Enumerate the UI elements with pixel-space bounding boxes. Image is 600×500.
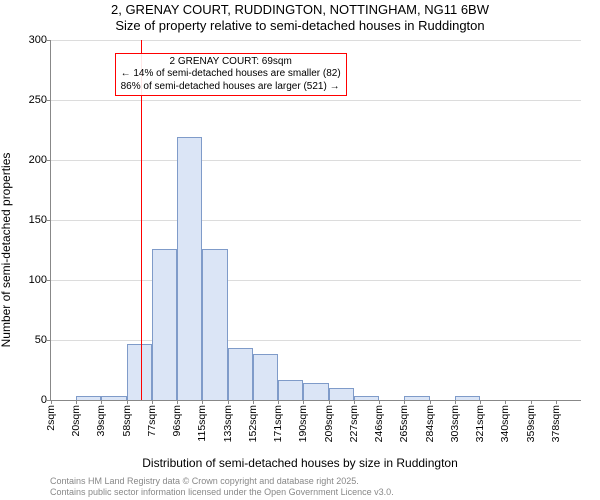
callout-line: 2 GRENAY COURT: 69sqm [121, 56, 341, 69]
xtick-mark [228, 400, 229, 404]
ytick-mark [47, 280, 51, 281]
ytick-mark [47, 340, 51, 341]
xtick-mark [379, 400, 380, 404]
xtick-label: 378sqm [550, 405, 562, 442]
xtick-mark [51, 400, 52, 404]
xtick-label: 171sqm [272, 405, 284, 442]
histogram-bar [455, 396, 480, 400]
footer-line1: Contains HM Land Registry data © Crown c… [50, 476, 359, 486]
xtick-mark [455, 400, 456, 404]
callout-box: 2 GRENAY COURT: 69sqm← 14% of semi-detac… [115, 53, 347, 97]
xtick-mark [354, 400, 355, 404]
gridline-h [51, 220, 581, 221]
histogram-bar [177, 137, 202, 400]
xtick-mark [101, 400, 102, 404]
xtick-label: 39sqm [95, 405, 107, 437]
xtick-mark [177, 400, 178, 404]
xtick-mark [303, 400, 304, 404]
histogram-bar [228, 348, 253, 400]
xtick-mark [556, 400, 557, 404]
plot-area: 0501001502002503002sqm20sqm39sqm58sqm77s… [50, 40, 581, 401]
ytick-label: 100 [21, 274, 47, 286]
xtick-label: 359sqm [525, 405, 537, 442]
xtick-mark [329, 400, 330, 404]
ytick-mark [47, 100, 51, 101]
xtick-label: 227sqm [348, 405, 360, 442]
xtick-label: 303sqm [449, 405, 461, 442]
xtick-mark [278, 400, 279, 404]
xtick-label: 152sqm [247, 405, 259, 442]
xtick-label: 340sqm [499, 405, 511, 442]
xtick-mark [531, 400, 532, 404]
histogram-bar [202, 249, 227, 400]
ytick-label: 150 [21, 214, 47, 226]
ytick-label: 250 [21, 94, 47, 106]
xtick-label: 133sqm [222, 405, 234, 442]
callout-line: ← 14% of semi-detached houses are smalle… [121, 68, 341, 81]
gridline-h [51, 160, 581, 161]
xtick-label: 96sqm [171, 405, 183, 437]
footer-line2: Contains public sector information licen… [50, 487, 394, 497]
xtick-mark [480, 400, 481, 404]
ytick-label: 200 [21, 154, 47, 166]
ytick-mark [47, 40, 51, 41]
xtick-mark [404, 400, 405, 404]
histogram-bar [101, 396, 126, 400]
histogram-bar [354, 396, 379, 400]
xtick-mark [202, 400, 203, 404]
chart-title-line1: 2, GRENAY COURT, RUDDINGTON, NOTTINGHAM,… [0, 2, 600, 17]
y-axis-label: Number of semi-detached properties [0, 153, 13, 348]
histogram-bar [127, 344, 152, 400]
histogram-bar [253, 354, 278, 400]
histogram-bar [303, 383, 328, 400]
histogram-bar [329, 388, 354, 400]
ytick-label: 300 [21, 34, 47, 46]
xtick-label: 20sqm [70, 405, 82, 437]
ytick-mark [47, 160, 51, 161]
ytick-mark [47, 220, 51, 221]
histogram-bar [152, 249, 177, 400]
xtick-mark [127, 400, 128, 404]
xtick-mark [430, 400, 431, 404]
xtick-mark [76, 400, 77, 404]
gridline-h [51, 340, 581, 341]
gridline-h [51, 280, 581, 281]
gridline-h [51, 100, 581, 101]
xtick-label: 321sqm [474, 405, 486, 442]
histogram-bar [404, 396, 429, 400]
x-axis-label: Distribution of semi-detached houses by … [0, 456, 600, 470]
xtick-label: 265sqm [398, 405, 410, 442]
xtick-label: 246sqm [373, 405, 385, 442]
ytick-label: 0 [21, 394, 47, 406]
histogram-bar [278, 380, 303, 400]
xtick-mark [505, 400, 506, 404]
xtick-label: 2sqm [45, 405, 57, 431]
xtick-label: 284sqm [424, 405, 436, 442]
xtick-label: 77sqm [146, 405, 158, 437]
property-histogram-chart: 2, GRENAY COURT, RUDDINGTON, NOTTINGHAM,… [0, 0, 600, 500]
ytick-label: 50 [21, 334, 47, 346]
chart-title-line2: Size of property relative to semi-detach… [0, 18, 600, 33]
xtick-label: 115sqm [196, 405, 208, 442]
gridline-h [51, 40, 581, 41]
xtick-mark [253, 400, 254, 404]
xtick-label: 209sqm [323, 405, 335, 442]
xtick-label: 190sqm [297, 405, 309, 442]
histogram-bar [76, 396, 101, 400]
callout-line: 86% of semi-detached houses are larger (… [121, 81, 341, 94]
xtick-label: 58sqm [121, 405, 133, 437]
xtick-mark [152, 400, 153, 404]
